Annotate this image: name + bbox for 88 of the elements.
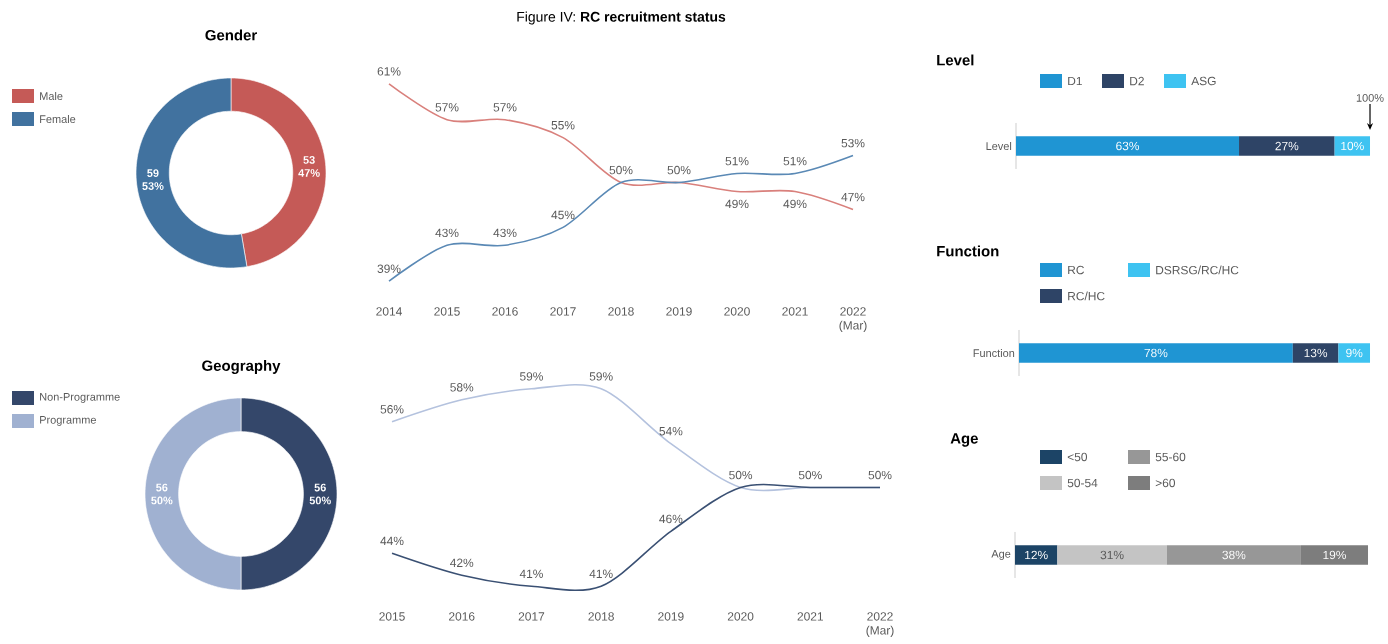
bar	[1166, 545, 1301, 565]
chart-title: Gender	[205, 29, 257, 41]
data-label: 51%	[725, 156, 749, 166]
data-label: 53%	[841, 138, 865, 148]
x-tick-label: 2015	[379, 612, 405, 621]
x-tick-label: 2020	[724, 307, 750, 316]
legend-label: >60	[1155, 478, 1176, 488]
data-label: 53 47%	[298, 156, 320, 177]
x-tick-label: 2021	[797, 612, 823, 621]
x-tick-label: 2017	[550, 307, 576, 316]
chart-title: Figure IV: RC recruitment status	[517, 11, 726, 25]
data-label: 46%	[659, 514, 683, 524]
legend-label: Programme	[40, 416, 96, 426]
data-label: 9%	[1346, 348, 1363, 358]
data-label: 12%	[1025, 550, 1048, 560]
data-label: 44%	[380, 536, 404, 546]
y-tick-label: Level	[986, 141, 1012, 151]
x-tick-label: 2016	[492, 307, 518, 316]
data-label: 41%	[519, 569, 543, 578]
chart-title: Geography	[202, 359, 281, 374]
data-label: 50%	[609, 165, 633, 175]
legend-label: Male	[40, 91, 63, 101]
data-label: 50%	[868, 470, 892, 480]
chart-title: Level	[937, 54, 974, 66]
legend-label: 55-60	[1155, 452, 1186, 462]
data-label: 27%	[1275, 141, 1299, 151]
x-tick-label: 2019	[658, 612, 684, 621]
legend-label: D1	[1068, 76, 1082, 86]
data-label: 45%	[551, 210, 575, 220]
x-tick-label: 2019	[666, 307, 692, 316]
data-label: 58%	[450, 383, 474, 392]
legend-label: Female	[40, 114, 76, 124]
y-tick-label: Age	[991, 550, 1011, 560]
x-tick-label: 2021	[782, 307, 808, 316]
chart-title: Function	[937, 245, 999, 257]
data-label: 47%	[841, 192, 865, 202]
data-label: 13%	[1304, 348, 1328, 358]
x-tick-label: 2015	[434, 307, 460, 316]
legend-label: 50-54	[1067, 478, 1098, 488]
text: 100%	[1356, 94, 1384, 102]
data-label: 51%	[783, 156, 807, 166]
data-label: 59%	[589, 372, 613, 381]
x-tick-label: 2017	[518, 612, 545, 621]
data-label: 49%	[725, 199, 749, 209]
data-label: 63%	[1116, 141, 1140, 151]
data-label: 50%	[798, 470, 822, 480]
data-label: 78%	[1144, 348, 1168, 358]
legend-label: RC/HC	[1068, 291, 1105, 301]
data-label: 43%	[435, 228, 459, 238]
data-label: 54%	[659, 427, 683, 436]
data-label: 31%	[1100, 550, 1124, 560]
x-tick-label: 2016	[449, 612, 475, 621]
data-label: 59 53%	[142, 169, 164, 190]
x-tick-label: 2018	[608, 307, 634, 316]
data-label: 61%	[377, 67, 401, 76]
legend-label: ASG	[1191, 76, 1216, 86]
data-label: 50%	[667, 165, 691, 175]
legend-label: <50	[1067, 452, 1088, 462]
data-label: 19%	[1323, 550, 1347, 560]
data-label: 59%	[519, 372, 543, 381]
bar	[1300, 545, 1369, 565]
data-label: 56 50%	[309, 483, 331, 505]
data-label: 41%	[589, 569, 613, 578]
data-label: 43%	[493, 228, 517, 238]
data-label: 57%	[493, 103, 517, 112]
data-label: 57%	[435, 103, 459, 112]
bar	[1015, 545, 1058, 565]
data-label: 55%	[551, 121, 575, 130]
x-tick-label: 2020	[727, 612, 754, 621]
data-label: 42%	[450, 558, 474, 567]
legend-label: Non-Programme	[40, 393, 120, 403]
data-label: 50%	[729, 470, 753, 480]
legend-label: DSRSG/RC/HC	[1156, 265, 1239, 275]
y-tick-label: Function	[973, 348, 1015, 358]
bar	[1057, 545, 1167, 565]
legend-label: RC	[1068, 265, 1085, 275]
data-label: 10%	[1341, 141, 1364, 151]
data-label: 49%	[783, 199, 807, 209]
data-label: 56%	[380, 405, 404, 414]
data-label: 38%	[1222, 550, 1246, 560]
chart-title: Age	[950, 433, 978, 447]
data-label: 56 50%	[151, 483, 173, 505]
x-tick-label: 2022 (Mar)	[839, 307, 867, 332]
legend-label: D2	[1130, 76, 1144, 86]
x-tick-label: 2018	[588, 612, 614, 621]
x-tick-label: 2014	[376, 307, 402, 316]
x-tick-label: 2022 (Mar)	[866, 612, 894, 637]
data-label: 39%	[377, 264, 401, 273]
